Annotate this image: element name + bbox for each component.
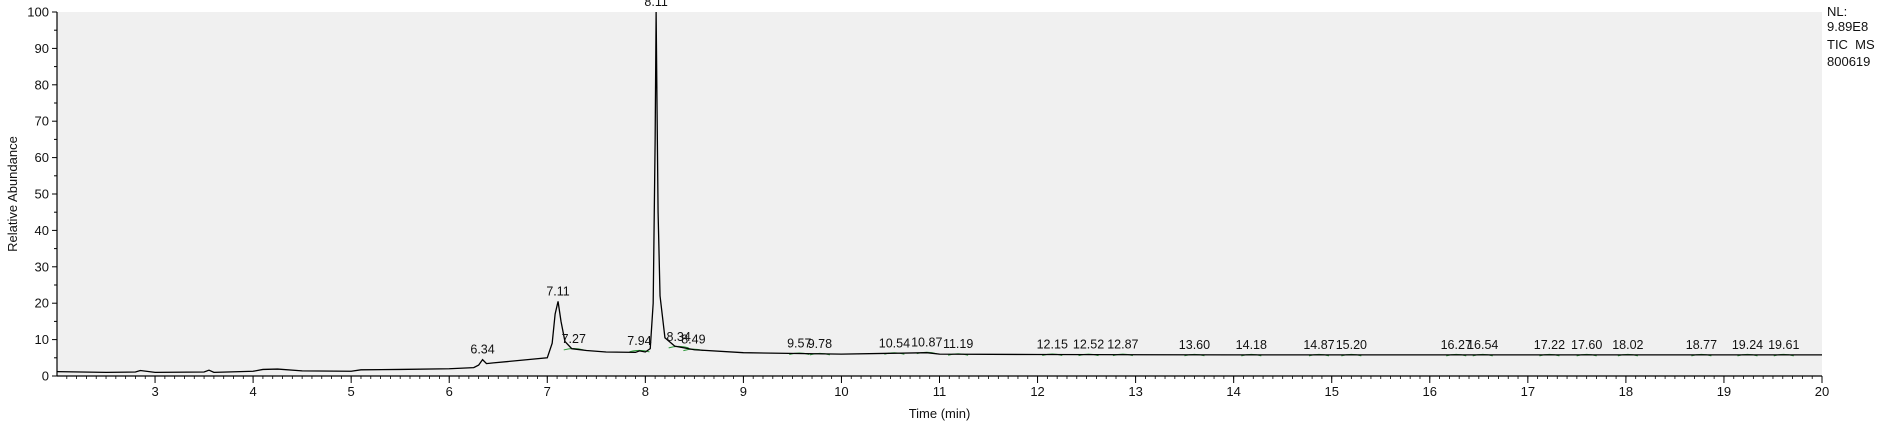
- y-tick-label: 100: [27, 5, 49, 20]
- x-tick-label: 19: [1717, 384, 1731, 399]
- x-tick-label: 4: [249, 384, 256, 399]
- x-tick-label: 9: [740, 384, 747, 399]
- scan-filter: TIC MS: [1827, 37, 1875, 52]
- peak-label: 16.54: [1467, 338, 1498, 352]
- nl-value: 9.89E8: [1827, 19, 1869, 34]
- axes: 0 10 20 30 40 50 60 70 80 90 100 3 4 5 6 7 8 9 10 11 12 13 14 1…: [27, 5, 1829, 400]
- peak-label: 12.52: [1073, 338, 1104, 352]
- y-tick-label: 70: [35, 114, 49, 129]
- y-tick-label: 0: [42, 369, 49, 384]
- peak-label: 7.11: [546, 284, 569, 298]
- peak-label: 9.78: [808, 337, 832, 351]
- peak-label: 8.11: [644, 0, 667, 9]
- x-tick-label: 13: [1128, 384, 1142, 399]
- tic-trace-line: [56, 11, 1822, 374]
- peak-label: 8.34: [667, 330, 691, 344]
- peak-label: 14.18: [1236, 338, 1267, 352]
- y-axis-title: Relative Abundance: [5, 136, 20, 252]
- x-tick-label: 5: [348, 384, 355, 399]
- peak-label: 12.87: [1107, 338, 1138, 352]
- peak-label: 6.34: [470, 343, 494, 357]
- x-tick-label: 17: [1521, 384, 1535, 399]
- y-tick-label: 10: [35, 332, 49, 347]
- x-tick-label: 10: [834, 384, 848, 399]
- peak-label: 9.57: [787, 337, 811, 351]
- x-tick-label: 15: [1324, 384, 1338, 399]
- peak-label: 7.27: [562, 332, 586, 346]
- nl-label: NL:: [1827, 4, 1848, 19]
- peak-label: 11.19: [943, 337, 973, 351]
- peak-label: 19.61: [1768, 338, 1799, 352]
- x-tick-label: 14: [1226, 384, 1240, 399]
- y-tick-label: 20: [35, 296, 49, 311]
- peak-label: 10.54: [879, 336, 910, 350]
- x-tick-label: 3: [151, 384, 158, 399]
- y-tick-label: 30: [35, 259, 49, 274]
- plot-area: [57, 12, 1822, 376]
- x-tick-label: 18: [1619, 384, 1633, 399]
- peak-label: 19.24: [1732, 338, 1763, 352]
- peak-label: 10.87: [911, 336, 942, 350]
- x-tick-label: 7: [544, 384, 551, 399]
- peak-label: 8.49: [681, 333, 705, 347]
- peak-label: 7.94: [627, 334, 651, 348]
- x-axis-title: Time (min): [909, 406, 971, 421]
- sample-name: 800619: [1827, 54, 1871, 69]
- peak-labels: 6.34 7.11 7.27 7.94 8.11 8.348.49 9.579.78 10.5…: [470, 0, 1799, 357]
- y-tick-label: 40: [35, 223, 49, 238]
- x-tick-label: 6: [446, 384, 453, 399]
- x-tick-label: 16: [1423, 384, 1437, 399]
- x-tick-label: 20: [1815, 384, 1829, 399]
- peak-label: 14.87: [1303, 338, 1334, 352]
- peak-label: 17.60: [1571, 338, 1602, 352]
- x-tick-label: 11: [933, 384, 947, 399]
- y-tick-label: 50: [35, 187, 49, 202]
- peak-label: 18.77: [1686, 338, 1717, 352]
- x-tick-label: 12: [1030, 384, 1044, 399]
- peak-label: 17.22: [1534, 338, 1565, 352]
- peak-label: 12.15: [1037, 338, 1068, 352]
- y-tick-label: 60: [35, 150, 49, 165]
- peak-label: 15.20: [1336, 338, 1367, 352]
- peak-label: 13.60: [1179, 338, 1210, 352]
- peak-label: 18.02: [1612, 338, 1643, 352]
- y-tick-label: 90: [35, 41, 49, 56]
- peak-label: 16.27: [1441, 338, 1472, 352]
- x-tick-label: 8: [642, 384, 649, 399]
- y-tick-label: 80: [35, 77, 49, 92]
